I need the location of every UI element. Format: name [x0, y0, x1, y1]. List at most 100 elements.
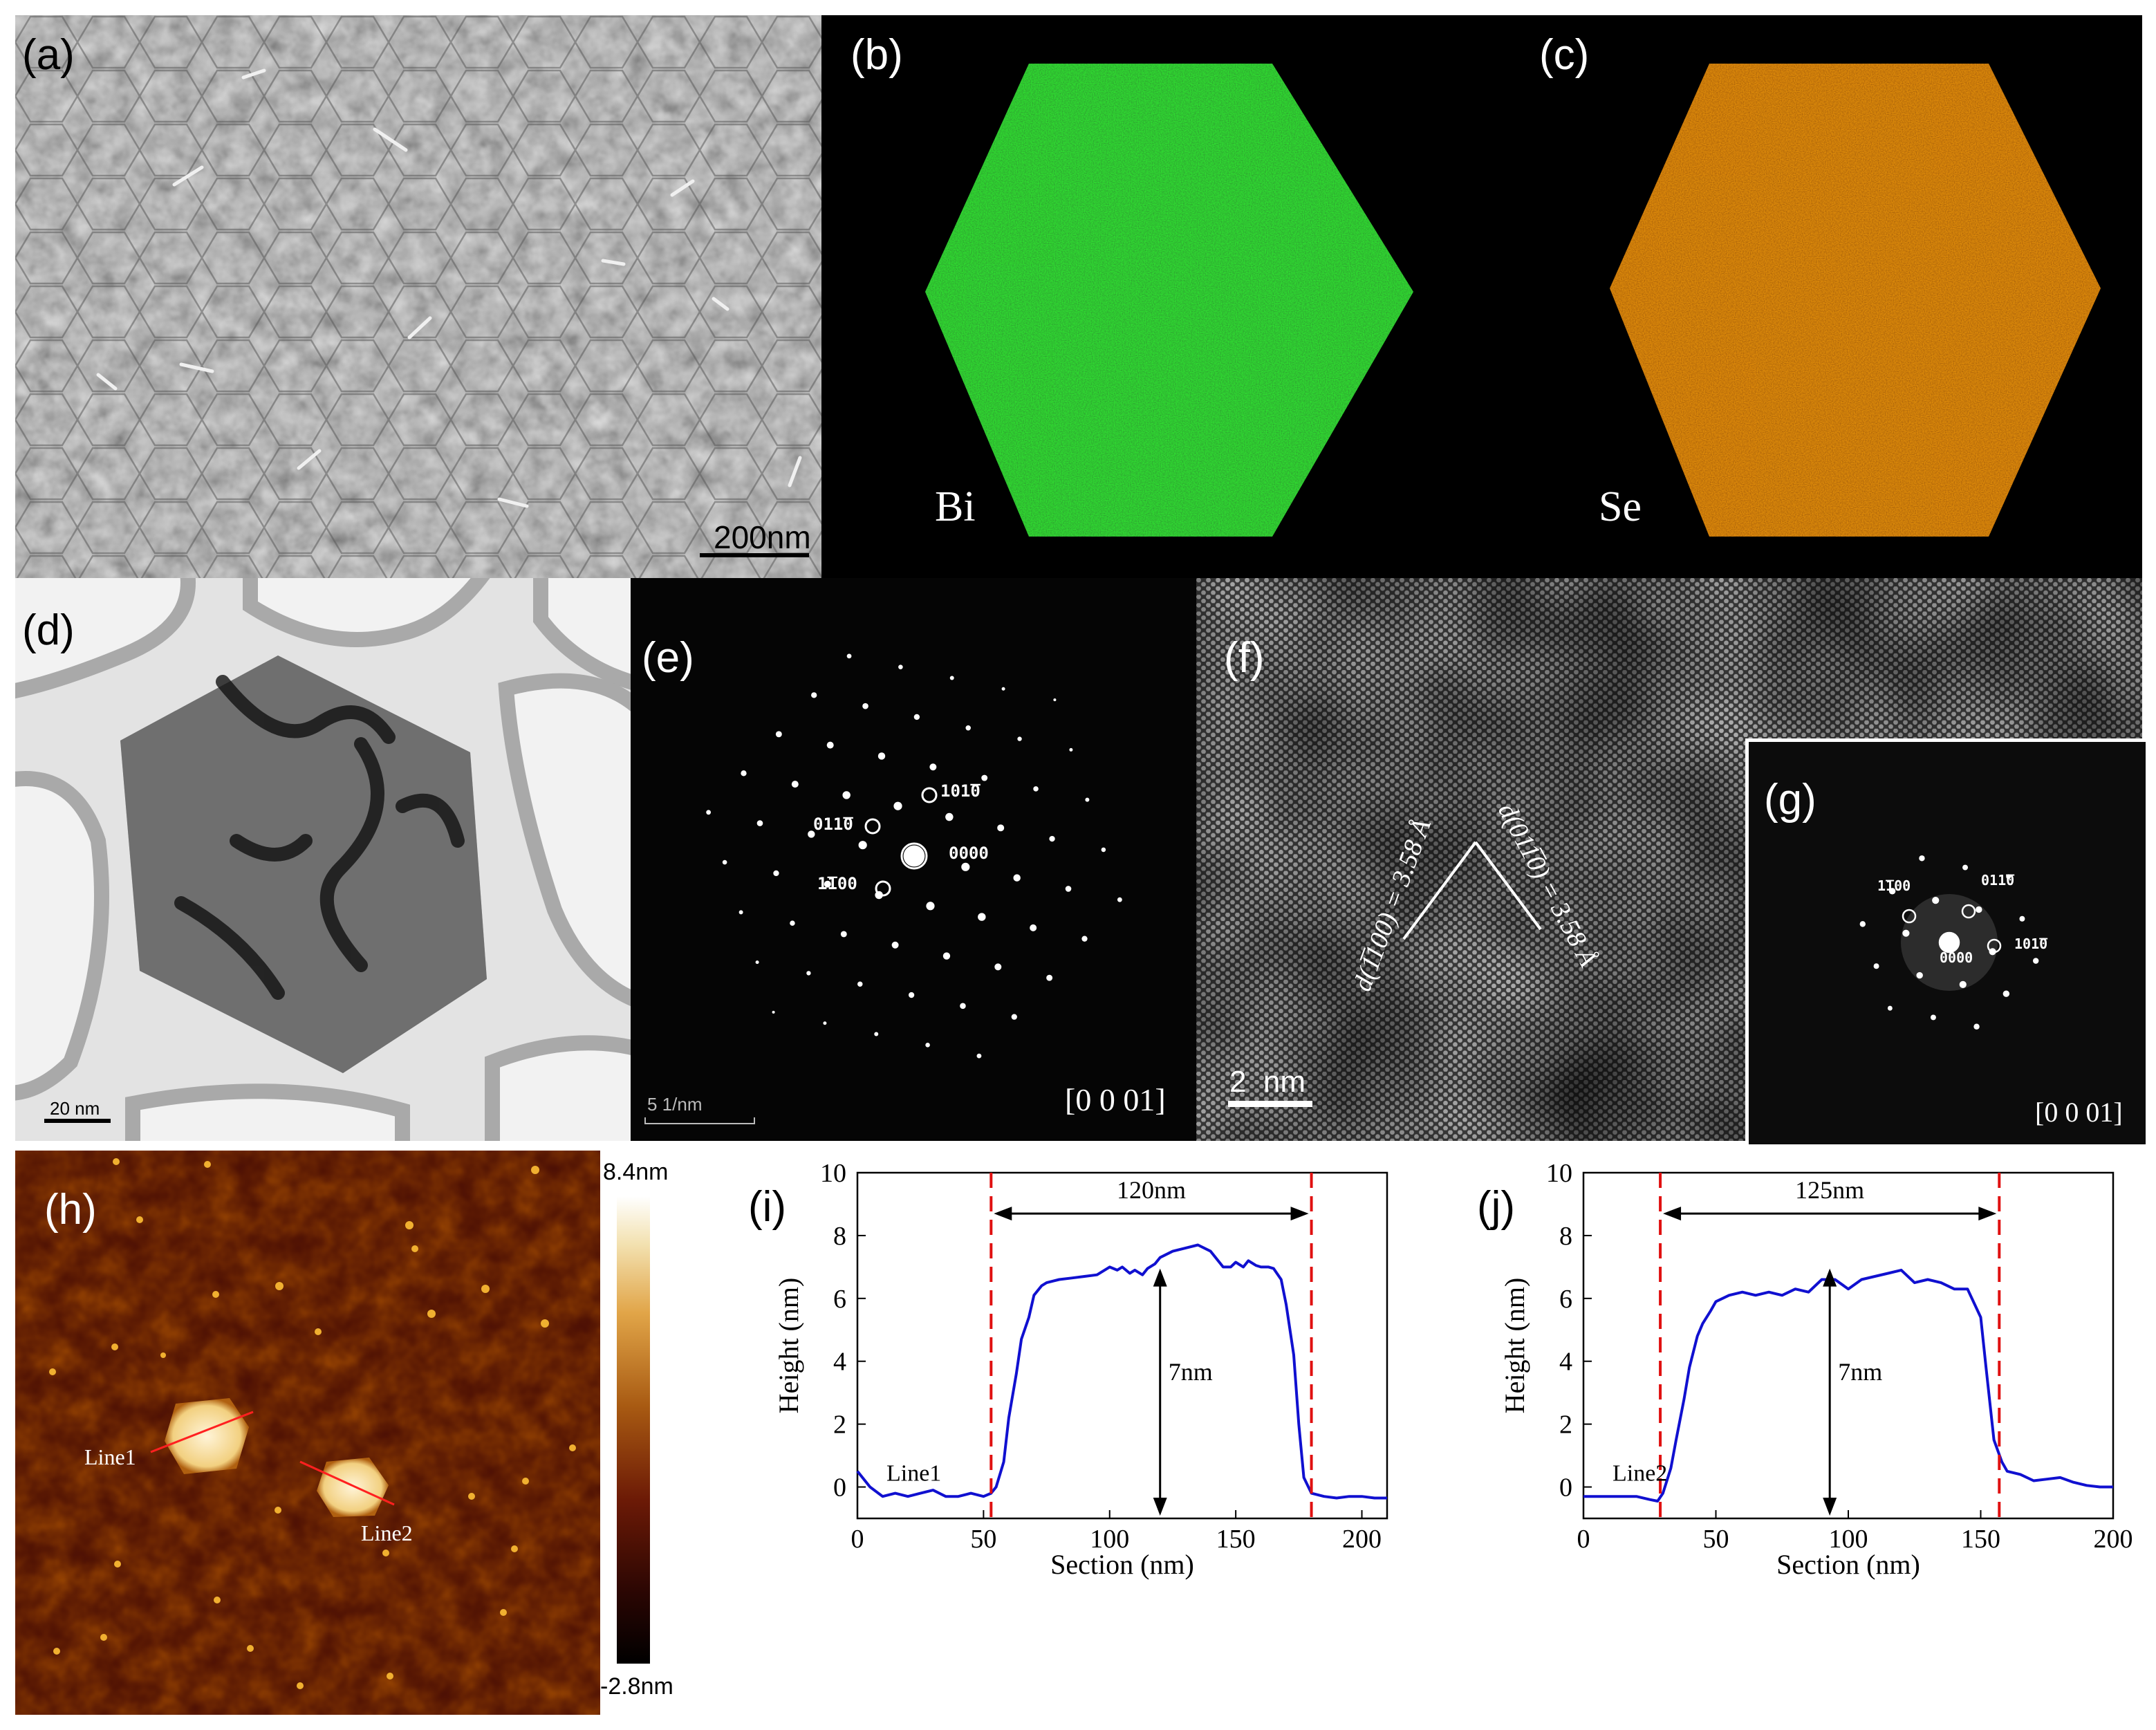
diffraction-spot — [913, 714, 920, 720]
x-axis-label: Section (nm) — [1050, 1549, 1194, 1580]
diffraction-spot — [893, 801, 902, 810]
diffraction-spot — [1049, 835, 1055, 842]
diffraction-spot — [908, 992, 915, 998]
spot-label-g-1010: 101̅0 — [2014, 936, 2048, 952]
diffraction-spot — [945, 812, 954, 821]
fft-spot — [2033, 958, 2039, 964]
y-axis-label: Height (nm) — [773, 1278, 804, 1414]
spot-circle — [875, 880, 891, 897]
se-hexagon-map — [1610, 64, 2101, 537]
fft-pattern — [1859, 855, 2039, 1030]
fft-spot — [1959, 980, 1967, 988]
afm-particles — [49, 1158, 576, 1689]
diffraction-spot — [981, 774, 988, 781]
height-arrow-head — [1153, 1268, 1167, 1287]
scale-bar-label-f: 2 nm — [1229, 1065, 1306, 1099]
panel-label-f: (f) — [1224, 634, 1265, 682]
diffraction-spot — [961, 862, 970, 871]
diffraction-spot — [846, 653, 852, 659]
y-tick-label: 0 — [1559, 1473, 1572, 1503]
fft-spot — [2002, 990, 2010, 997]
element-label-bi: Bi — [935, 483, 976, 530]
fft-spot — [1940, 933, 1959, 952]
diffraction-spot — [738, 910, 743, 915]
spot-label-g-0000: 0000 — [1940, 949, 1973, 966]
sem-bright-edges — [96, 68, 802, 508]
y-tick-label: 0 — [833, 1473, 846, 1503]
scale-bar-label-d: 20 nm — [50, 1098, 100, 1119]
height-arrow-head — [1153, 1498, 1167, 1516]
width-arrow-head — [1978, 1207, 1997, 1221]
diffraction-spot — [811, 692, 817, 698]
diffraction-spot — [790, 920, 795, 926]
diffraction-spot — [898, 664, 903, 669]
scale-bar-d — [44, 1119, 111, 1123]
diffraction-spot — [772, 1010, 775, 1014]
fft-circle — [1902, 909, 1917, 924]
fft-spot — [1930, 1014, 1936, 1021]
scale-bar-f — [1228, 1101, 1312, 1107]
diffraction-spot — [1065, 886, 1072, 892]
diffraction-spot — [1053, 698, 1057, 702]
diffraction-spot — [1011, 1014, 1017, 1020]
series-label: Line1 — [886, 1460, 941, 1486]
diffraction-spot — [1046, 974, 1053, 981]
scale-bar-label-a: 200nm — [714, 519, 811, 555]
diffraction-spot — [824, 880, 831, 888]
diffraction-spot — [823, 1021, 827, 1025]
fft-spot — [2019, 915, 2025, 922]
diffraction-spot — [858, 841, 867, 850]
diffraction-spot — [722, 859, 727, 865]
x-tick-label: 200 — [2094, 1525, 2133, 1554]
x-tick-label: 50 — [970, 1525, 996, 1554]
diffraction-spot — [791, 781, 799, 788]
diffraction-spot — [960, 1003, 966, 1010]
diffraction-spot — [925, 1043, 930, 1048]
panel-e-diffraction: (e) 101̅0 011̅0 0000 1̅100 5 1/nm [0 0 0… — [631, 578, 1196, 1141]
diffraction-spot — [949, 676, 954, 680]
height-arrow-head — [1823, 1498, 1837, 1516]
afm-colorbar — [617, 1196, 650, 1664]
sem-texture — [15, 15, 821, 578]
tem-grid-and-flake — [15, 578, 631, 1141]
diffraction-spot — [926, 902, 935, 911]
fft-spot — [1873, 963, 1879, 969]
afm-flake-1 — [165, 1398, 249, 1474]
afm-height-map: Line1 Line2 — [15, 1151, 600, 1715]
zone-axis-e: [0 0 01] — [1065, 1082, 1166, 1117]
fft-circle-0000 — [1938, 931, 1960, 954]
afm-flake-2 — [317, 1458, 389, 1517]
spot-circle — [864, 818, 881, 835]
element-label-se: Se — [1599, 483, 1642, 530]
panel-b-bi-map: (b) Bi — [821, 15, 1513, 578]
panel-label-a: (a) — [22, 31, 75, 79]
fft-spot — [2006, 874, 2011, 880]
fft-spot — [1962, 864, 1969, 871]
diffraction-spot — [978, 913, 986, 921]
x-tick-label: 150 — [1216, 1525, 1256, 1554]
y-tick-label: 10 — [820, 1159, 846, 1188]
diffraction-spot — [903, 845, 925, 867]
width-annotation: 125nm — [1795, 1176, 1864, 1204]
series-line — [856, 1243, 1387, 1500]
diffraction-spot — [994, 963, 1002, 971]
diffraction-spot — [976, 1053, 982, 1059]
y-tick-label: 10 — [1546, 1159, 1572, 1188]
fft-spot — [1932, 897, 1940, 904]
x-tick-label: 0 — [1577, 1525, 1590, 1554]
x-tick-label: 0 — [851, 1525, 864, 1554]
x-tick-label: 200 — [1342, 1525, 1382, 1554]
fft-spot — [1919, 855, 1925, 862]
panel-c-se-map: (c) Se — [1513, 15, 2142, 578]
afm-profile-lines — [150, 1411, 395, 1506]
x-tick-label: 150 — [1961, 1525, 2000, 1554]
panel-label-h: (h) — [44, 1186, 97, 1234]
panel-label-b: (b) — [851, 31, 903, 79]
panel-label-e: (e) — [642, 634, 694, 682]
fft-spot — [1902, 929, 1910, 937]
diffraction-spot — [1033, 786, 1039, 792]
width-arrow-head — [1290, 1207, 1309, 1221]
plot-frame — [856, 1171, 1388, 1520]
spot-label-e-1100: 1̅100 — [817, 874, 857, 893]
diffraction-spot — [806, 971, 811, 976]
